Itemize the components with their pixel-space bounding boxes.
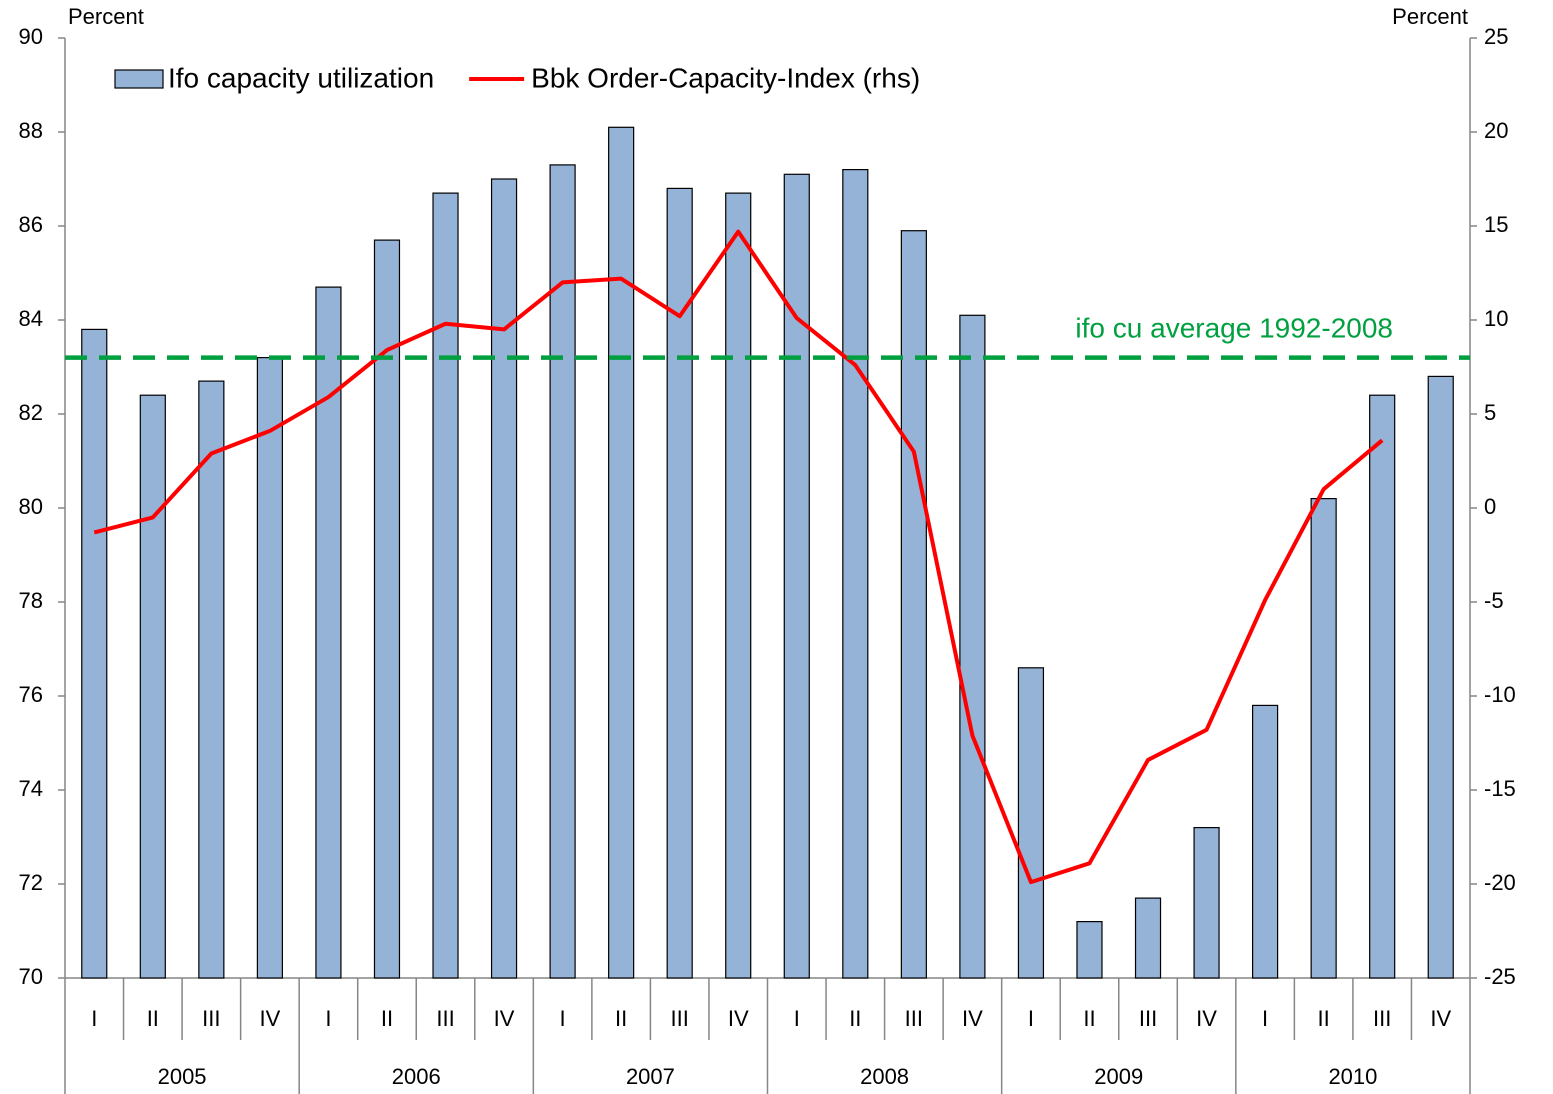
year-label: 2010 [1328, 1064, 1377, 1089]
x-tick-label: II [147, 1006, 159, 1031]
x-tick-label: II [1318, 1006, 1330, 1031]
bar [139, 394, 166, 979]
bar [608, 126, 635, 979]
bar [1017, 667, 1045, 979]
y-tick-label: 84 [19, 306, 43, 331]
year-label: 2006 [392, 1064, 441, 1089]
x-tick-label: I [91, 1006, 97, 1031]
bar [256, 357, 283, 979]
x-tick-label: II [381, 1006, 393, 1031]
bar [1310, 498, 1337, 979]
y-tick-label: 78 [19, 588, 43, 613]
year-label: 2005 [158, 1064, 207, 1089]
x-tick-label: III [436, 1006, 454, 1031]
y2-axis-label: Percent [1392, 4, 1468, 29]
x-tick-label: IV [728, 1006, 749, 1031]
bar [1076, 920, 1103, 979]
y2-tick-label: -10 [1484, 682, 1516, 707]
bar [1134, 897, 1162, 979]
y-tick-label: 76 [19, 682, 43, 707]
year-label: 2007 [626, 1064, 675, 1089]
y2-tick-label: -5 [1484, 588, 1504, 613]
x-tick-label: I [794, 1006, 800, 1031]
x-tick-label: III [1139, 1006, 1157, 1031]
x-tick-label: I [1028, 1006, 1034, 1031]
x-tick-label: IV [259, 1006, 280, 1031]
x-tick-label: III [671, 1006, 689, 1031]
bar [959, 314, 986, 979]
x-tick-label: II [1083, 1006, 1095, 1031]
y-tick-label: 90 [19, 24, 43, 49]
x-tick-label: III [905, 1006, 923, 1031]
bar [373, 239, 401, 979]
year-label: 2008 [860, 1064, 909, 1089]
y2-tick-label: 20 [1484, 118, 1508, 143]
x-tick-label: II [615, 1006, 627, 1031]
y2-tick-label: 10 [1484, 306, 1508, 331]
y2-tick-label: -25 [1484, 964, 1516, 989]
x-tick-label: I [1262, 1006, 1268, 1031]
legend-swatch [114, 69, 164, 89]
bar [900, 230, 927, 979]
y2-tick-label: 15 [1484, 212, 1508, 237]
y2-tick-label: 25 [1484, 24, 1508, 49]
x-tick-label: III [1373, 1006, 1391, 1031]
y2-tick-label: 5 [1484, 400, 1496, 425]
y2-tick-label: 0 [1484, 494, 1496, 519]
bar [1193, 826, 1220, 979]
y2-tick-label: -20 [1484, 870, 1516, 895]
x-tick-label: IV [1430, 1006, 1451, 1031]
x-tick-label: IV [494, 1006, 515, 1031]
y2-tick-label: -15 [1484, 776, 1516, 801]
legend-label: Ifo capacity utilization [168, 62, 434, 93]
y-axis-label: Percent [68, 4, 144, 29]
bar [432, 192, 459, 979]
x-tick-label: I [560, 1006, 566, 1031]
bar [549, 164, 576, 979]
year-label: 2009 [1094, 1064, 1143, 1089]
y-tick-label: 72 [19, 870, 43, 895]
y-tick-label: 74 [19, 776, 43, 801]
bar [725, 192, 752, 979]
y-tick-label: 80 [19, 494, 43, 519]
bar [1252, 704, 1279, 979]
x-tick-label: IV [1196, 1006, 1217, 1031]
y-tick-label: 86 [19, 212, 43, 237]
bar [842, 169, 869, 979]
bar [666, 187, 693, 979]
bar [198, 380, 225, 979]
bar [490, 178, 518, 979]
y-tick-label: 70 [19, 964, 43, 989]
y-tick-label: 82 [19, 400, 43, 425]
legend-label: Bbk Order-Capacity-Index (rhs) [531, 62, 920, 93]
y-tick-label: 88 [19, 118, 43, 143]
x-tick-label: III [202, 1006, 220, 1031]
reference-label: ifo cu average 1992-2008 [1075, 312, 1393, 343]
bar [1427, 375, 1454, 979]
bar [783, 173, 810, 979]
x-tick-label: IV [962, 1006, 983, 1031]
x-tick-label: I [325, 1006, 331, 1031]
bar [1369, 394, 1396, 979]
line [93, 229, 1384, 885]
x-tick-label: II [849, 1006, 861, 1031]
bar [81, 328, 108, 979]
